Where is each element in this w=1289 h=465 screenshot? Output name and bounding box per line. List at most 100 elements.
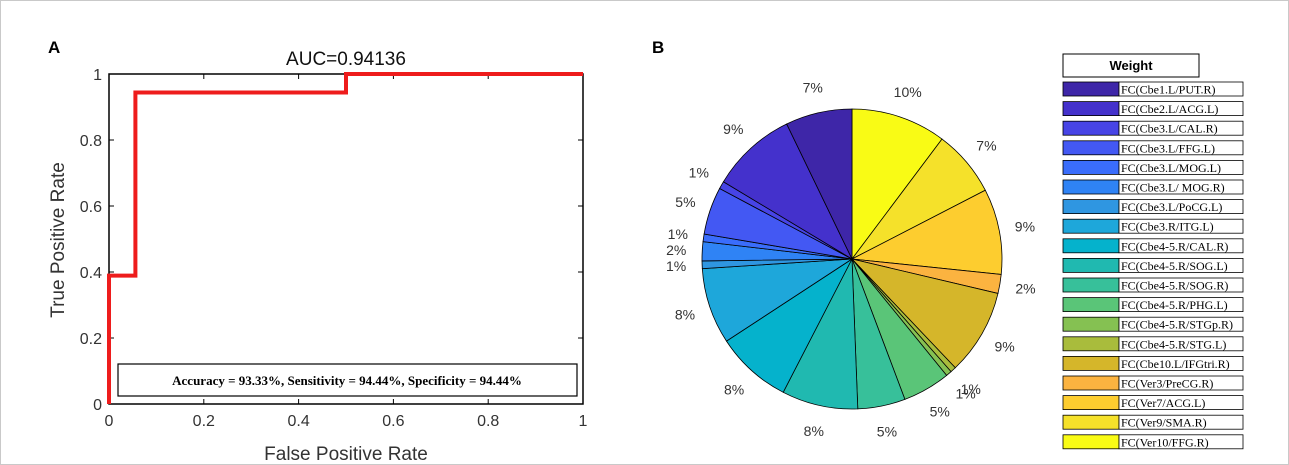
panel-a-letter: A [48,38,60,57]
pie-slice [722,123,853,261]
legend-label-box [1118,414,1244,430]
legend-title-box [1062,53,1200,78]
pie-pct-label: 7% [976,137,996,153]
pie-pct-label: 5% [675,194,695,210]
legend-label: FC(Cbe4-5.R/CAL.R) [1121,239,1228,253]
legend-swatch [1062,257,1120,273]
pie-pct-label: 9% [994,339,1014,355]
legend-label: FC(Cbe3.R/ITG.L) [1121,220,1214,234]
pie-pct-label: 1% [666,258,686,274]
legend-label: FC(Cbe3.L/MOG.L) [1121,161,1221,175]
legend-swatch [1062,218,1120,234]
legend-swatch [1062,395,1120,411]
pie-pct-label: 8% [724,382,744,398]
roc-panel: A AUC=0.94136 0 0.2 0.4 0.6 0.8 1 0 0.2 0.4 0.6 0.… [48,38,588,465]
pie-panel: B 10%7%9%2%9%1%1%5%5%8%8%8%1%2%1%5%1%9%7… [652,38,1244,450]
x-tick-label: 0 [105,413,114,430]
legend-label-box [1118,238,1244,254]
legend-label: FC(Cbe4-5.R/SOG.R) [1121,279,1228,293]
pie-labels: 10%7%9%2%9%1%1%5%5%8%8%8%1%2%1%5%1%9%7% [666,79,1036,439]
legend-label-box [1118,395,1244,411]
pie-slice [850,258,999,369]
pie-slice [786,108,853,260]
pie-pct-label: 2% [1015,280,1035,296]
x-tick-label: 0.4 [287,413,309,430]
pie-pct-label: 9% [1015,218,1035,234]
pie-pct-label: 9% [723,121,743,137]
pie-slices [701,108,1003,410]
legend-label-box [1118,434,1244,450]
legend-label-box [1118,81,1244,97]
legend-swatch [1062,159,1120,175]
legend-swatch [1062,101,1120,116]
legend-swatch [1062,238,1120,254]
y-tick-label: 1 [93,67,102,84]
legend-label: FC(Cbe10.L/IFGtri.R) [1121,357,1230,371]
legend-swatch [1062,414,1120,430]
roc-title: AUC=0.94136 [286,49,406,70]
pie-pct-label: 1% [955,385,975,401]
x-tick-label: 0.6 [382,413,404,430]
x-tick-label: 0.2 [193,413,215,430]
pie-slice [850,189,1003,275]
x-axis-label: False Positive Rate [264,444,428,465]
legend-label: FC(Cbe4-5.R/SOG.L) [1121,259,1228,273]
legend-swatch [1062,199,1120,215]
x-tick-label: 0.8 [477,413,499,430]
roc-ticks: 0 0.2 0.4 0.6 0.8 1 0 0.2 0.4 0.6 0.8 1 [80,67,588,430]
y-axis-label: True Positive Rate [48,162,69,318]
legend-label-box [1118,375,1244,391]
legend-label-box [1118,101,1244,116]
legend-label-box [1118,120,1244,136]
pie-pct-label: 5% [877,424,897,440]
x-tick-label: 1 [579,413,588,430]
legend-label: FC(Ver7/ACG.L) [1121,396,1205,410]
pie-pct-label: 5% [930,404,950,420]
legend-swatch [1062,316,1120,332]
pie-pct-label: 10% [894,84,922,100]
y-tick-label: 0.4 [80,265,102,282]
legend-label: FC(Cbe4-5.R/STG.L) [1121,337,1226,351]
legend-swatch [1062,355,1120,371]
legend-items: FC(Cbe1.L/PUT.R) FC(Cbe2.L/ACG.L) FC(Cbe3.… [1062,81,1244,450]
pie-pct-label: 2% [666,242,686,258]
legend-label-box [1118,218,1244,234]
pie-pct-label: 8% [675,307,695,323]
legend-swatch [1062,277,1120,293]
legend-label: FC(Ver3/PreCG.R) [1121,377,1213,391]
y-tick-label: 0.8 [80,133,102,150]
legend-label-box [1118,355,1244,371]
legend-label-box [1118,277,1244,293]
legend-label-box [1118,140,1244,156]
legend-swatch [1062,297,1120,313]
legend-label-box [1118,179,1244,195]
y-tick-label: 0.2 [80,331,102,348]
pie-pct-label: 8% [804,423,824,439]
legend-title: Weight [1109,58,1153,73]
legend-label-box [1118,336,1244,352]
legend-swatch [1062,120,1120,136]
legend-label: FC(Cbe4-5.R/PHG.L) [1121,298,1228,312]
legend-label: FC(Cbe1.L/PUT.R) [1121,83,1215,97]
legend-label: FC(Cbe3.L/CAL.R) [1121,122,1218,136]
legend-swatch [1062,179,1120,195]
legend-label: FC(Cbe3.L/ MOG.R) [1121,181,1225,195]
panel-b-letter: B [652,38,664,57]
roc-curve [107,72,583,404]
metrics-box [117,363,578,397]
legend-swatch [1062,81,1120,97]
legend-label-box [1118,316,1244,332]
pie-pct-label: 1% [961,381,981,397]
pie-slice [851,108,943,261]
pie-pct-label: 1% [689,164,709,180]
legend-label: FC(Cbe2.L/ACG.L) [1121,102,1218,116]
legend: Weight FC(Cbe1.L/PUT.R)FC(Cbe2.L/ACG.L)F… [1062,53,1244,450]
legend-label-box [1118,199,1244,215]
legend-label: FC(Cbe3.L/PoCG.L) [1121,200,1222,214]
legend-label-box [1118,159,1244,175]
legend-label: FC(Ver9/SMA.R) [1121,416,1207,430]
pie-pct-label: 7% [803,79,823,95]
metrics-text: Accuracy = 93.33%, Sensitivity = 94.44%,… [172,373,522,388]
legend-label-box [1118,297,1244,313]
